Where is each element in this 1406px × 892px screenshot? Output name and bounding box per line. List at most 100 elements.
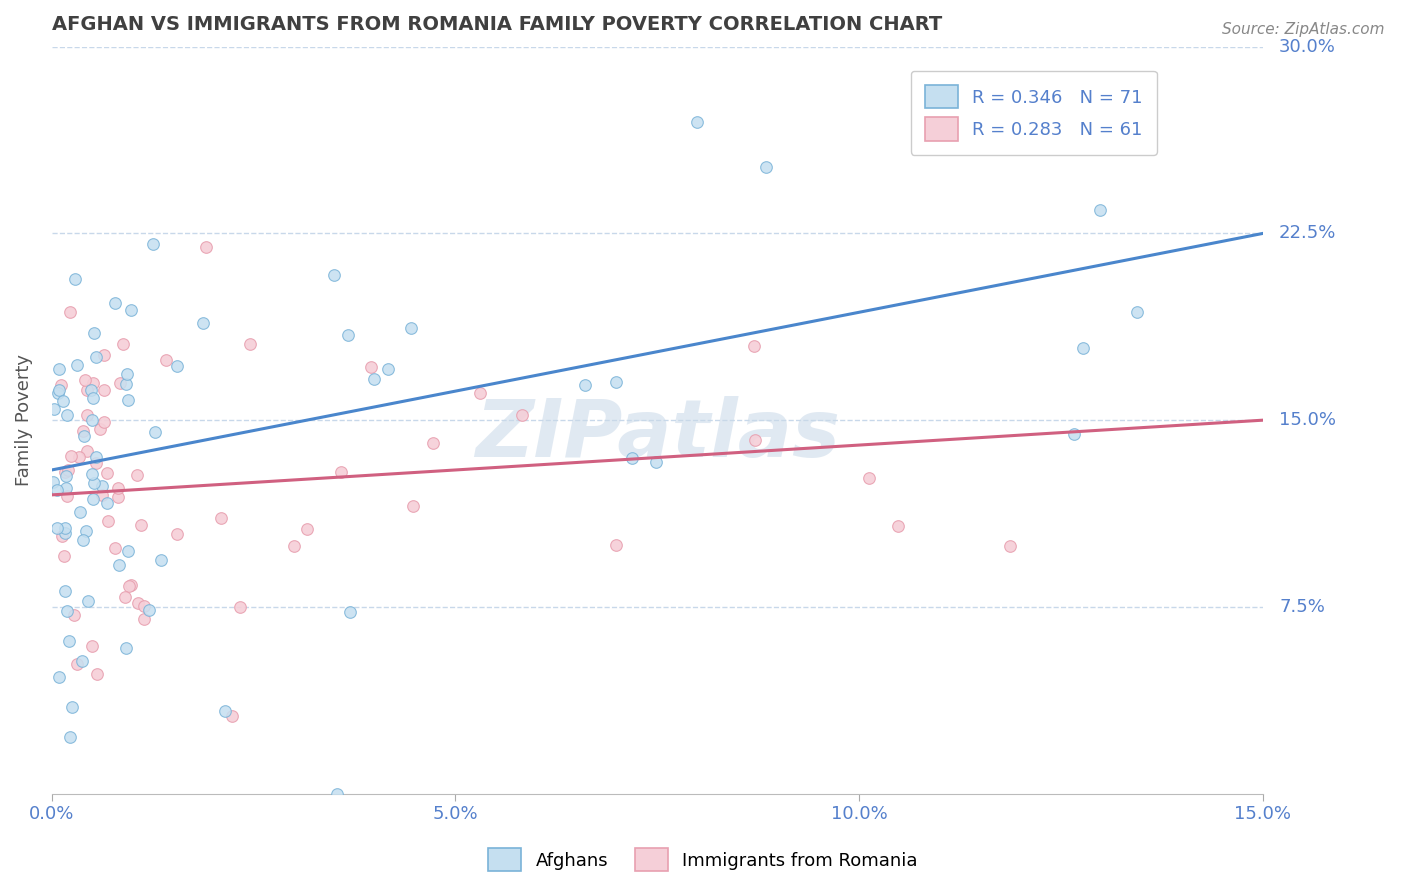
Point <box>46 521 69 535</box>
Point <box>76 524 98 538</box>
Point <box>115 641 138 656</box>
Point <box>132 599 155 614</box>
Point <box>360 359 382 374</box>
Point <box>89 422 111 436</box>
Point <box>60 700 83 714</box>
Point <box>53 583 76 598</box>
Legend: Afghans, Immigrants from Romania: Afghans, Immigrants from Romania <box>481 841 925 879</box>
Point <box>48 362 70 376</box>
Point <box>86 667 108 681</box>
Point <box>363 372 385 386</box>
Point <box>96 496 118 510</box>
Point <box>605 375 627 389</box>
Point <box>118 579 141 593</box>
Point <box>377 361 399 376</box>
Point <box>221 709 243 723</box>
Point <box>644 455 666 469</box>
Point <box>107 490 129 504</box>
Point <box>84 450 107 465</box>
Point <box>129 518 152 533</box>
Point <box>44 402 66 417</box>
Point <box>59 305 82 319</box>
Point <box>82 413 104 427</box>
Point <box>46 386 69 401</box>
Point <box>686 115 709 129</box>
Point <box>63 271 86 285</box>
Point <box>108 376 131 390</box>
Point <box>132 612 155 626</box>
Point <box>166 527 188 541</box>
Point <box>53 549 76 563</box>
Point <box>91 479 114 493</box>
Point <box>58 633 80 648</box>
Text: 22.5%: 22.5% <box>1279 225 1336 243</box>
Point <box>93 415 115 429</box>
Point <box>84 350 107 364</box>
Point <box>138 603 160 617</box>
Point <box>104 296 127 310</box>
Point <box>107 481 129 495</box>
Point <box>52 394 75 409</box>
Point <box>120 578 142 592</box>
Point <box>1088 202 1111 217</box>
Point <box>82 376 104 390</box>
Point <box>621 450 644 465</box>
Point <box>72 424 94 438</box>
Point <box>117 367 139 381</box>
Y-axis label: Family Poverty: Family Poverty <box>15 354 32 486</box>
Point <box>422 435 444 450</box>
Point <box>115 376 138 391</box>
Point <box>229 600 252 615</box>
Point <box>239 337 262 351</box>
Point <box>72 533 94 547</box>
Point <box>80 383 103 397</box>
Point <box>73 373 96 387</box>
Point <box>67 450 90 465</box>
Point <box>142 237 165 252</box>
Point <box>150 553 173 567</box>
Point <box>117 544 139 558</box>
Point <box>82 467 104 482</box>
Point <box>574 378 596 392</box>
Point <box>295 523 318 537</box>
Text: 15.0%: 15.0% <box>1279 411 1336 429</box>
Point <box>53 526 76 541</box>
Point <box>107 558 129 573</box>
Point <box>70 654 93 668</box>
Point <box>48 383 70 397</box>
Point <box>55 469 77 483</box>
Point <box>90 488 112 502</box>
Point <box>1071 341 1094 355</box>
Point <box>96 466 118 480</box>
Point <box>96 514 118 528</box>
Point <box>330 465 353 479</box>
Point <box>117 393 139 408</box>
Point <box>55 604 77 618</box>
Point <box>59 731 82 745</box>
Text: AFGHAN VS IMMIGRANTS FROM ROMANIA FAMILY POVERTY CORRELATION CHART: AFGHAN VS IMMIGRANTS FROM ROMANIA FAMILY… <box>52 15 942 34</box>
Point <box>755 160 778 174</box>
Point <box>51 529 73 543</box>
Point <box>93 383 115 397</box>
Point <box>742 339 765 353</box>
Point <box>77 594 100 608</box>
Point <box>69 505 91 519</box>
Point <box>326 787 349 801</box>
Point <box>195 240 218 254</box>
Point <box>605 538 627 552</box>
Point <box>1132 138 1154 153</box>
Point <box>73 429 96 443</box>
Point <box>60 449 83 463</box>
Point <box>111 337 134 351</box>
Legend: R = 0.346   N = 71, R = 0.283   N = 61: R = 0.346 N = 71, R = 0.283 N = 61 <box>911 70 1157 155</box>
Point <box>155 352 177 367</box>
Point <box>858 471 880 485</box>
Point <box>510 408 533 422</box>
Point <box>127 468 149 483</box>
Point <box>887 519 910 533</box>
Point <box>322 268 344 283</box>
Point <box>337 328 360 343</box>
Text: 30.0%: 30.0% <box>1279 37 1336 55</box>
Point <box>80 640 103 654</box>
Point <box>53 465 76 479</box>
